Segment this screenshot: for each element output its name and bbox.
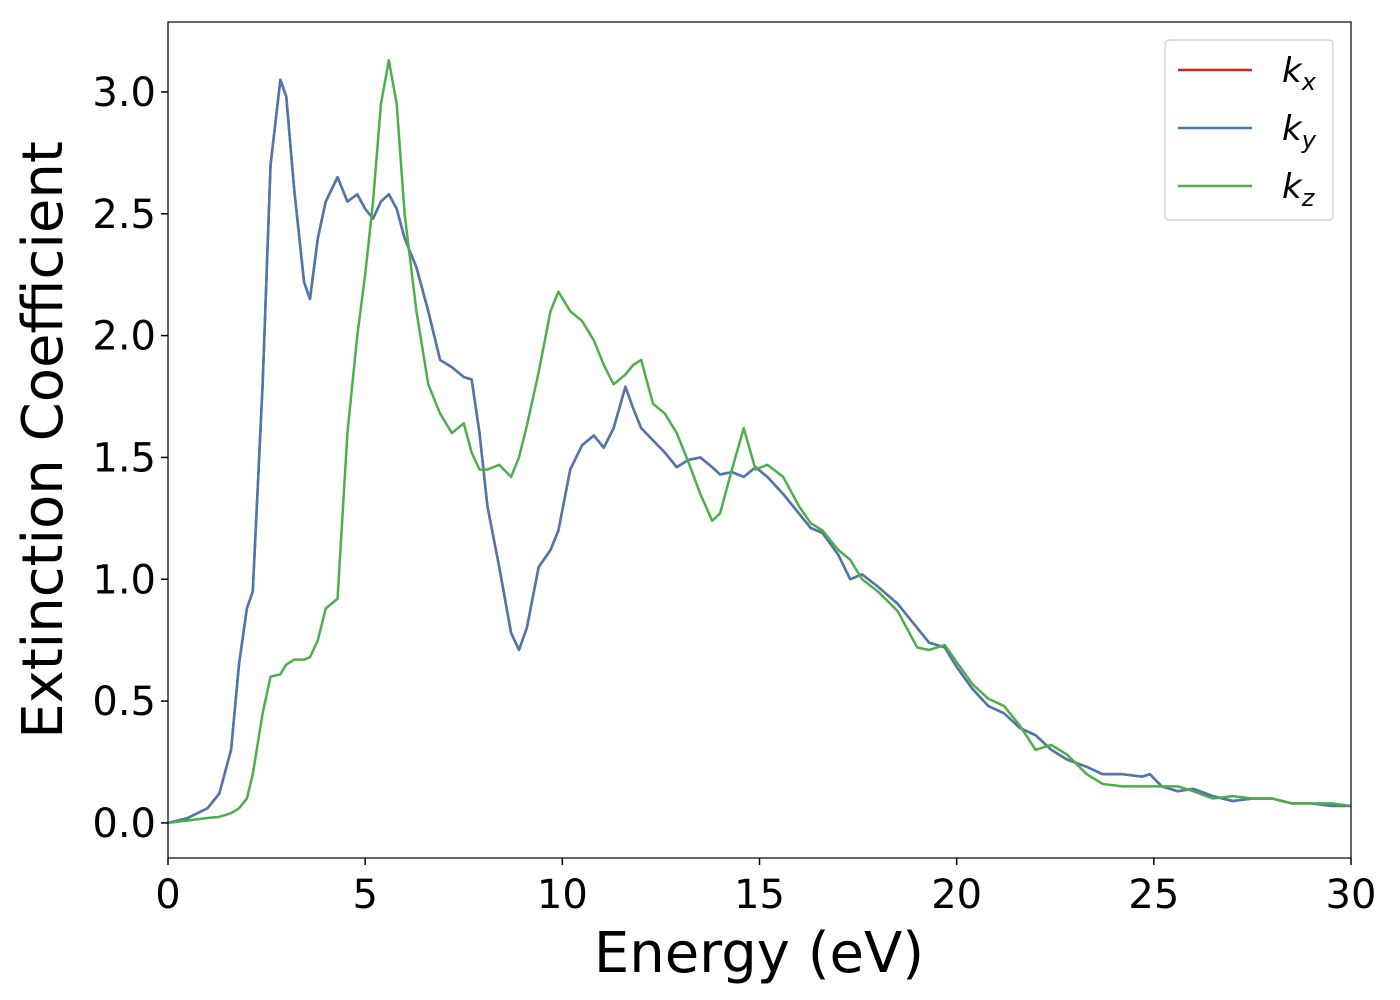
series-line [167, 78, 1351, 825]
plot-frame [167, 21, 1352, 859]
x-tick-label: 20 [931, 872, 982, 918]
y-tick-label: 0.0 [92, 801, 156, 847]
legend-label: kz [1282, 167, 1316, 212]
series-line [167, 59, 1352, 825]
y-tick-label: 1.5 [92, 435, 156, 481]
legend-box [1164, 39, 1334, 221]
y-tick-label: 3.0 [92, 70, 156, 116]
x-tick-label: 25 [1128, 872, 1179, 918]
y-tick-label: 2.0 [92, 314, 156, 360]
x-tick-label: 15 [734, 872, 785, 918]
x-tick-label: 0 [155, 872, 180, 918]
x-axis-label: Energy (eV) [594, 921, 924, 986]
y-tick-label: 0.5 [92, 679, 156, 725]
x-tick-label: 10 [537, 872, 588, 918]
y-tick-label: 2.5 [92, 192, 156, 238]
legend-label: ky [1282, 109, 1317, 154]
x-tick-label: 5 [352, 872, 377, 918]
y-tick-label: 1.0 [92, 557, 156, 603]
y-axis-label: Extinction Coefficient [11, 141, 76, 739]
x-tick-label: 30 [1326, 872, 1377, 918]
legend-label: kx [1282, 51, 1317, 96]
